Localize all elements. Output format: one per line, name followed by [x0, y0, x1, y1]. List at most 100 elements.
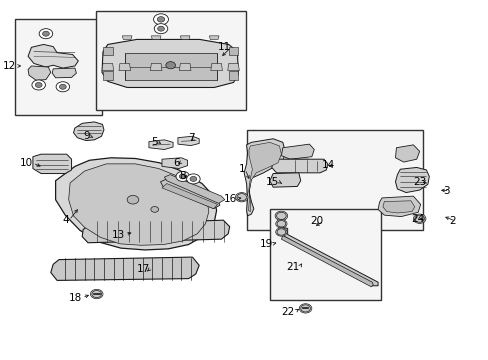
Bar: [96, 12, 245, 110]
Polygon shape: [103, 71, 112, 80]
Circle shape: [35, 82, 42, 87]
Polygon shape: [162, 158, 187, 168]
Text: 18: 18: [69, 293, 82, 303]
Circle shape: [150, 207, 158, 212]
Text: 10: 10: [20, 158, 33, 168]
Circle shape: [90, 289, 103, 299]
Text: 4: 4: [62, 215, 69, 225]
Polygon shape: [395, 145, 419, 162]
Circle shape: [157, 26, 164, 31]
Circle shape: [299, 304, 311, 313]
Polygon shape: [73, 122, 104, 140]
Polygon shape: [119, 63, 130, 71]
Polygon shape: [162, 184, 217, 209]
Bar: [269, 209, 380, 300]
Polygon shape: [103, 46, 112, 55]
Polygon shape: [244, 139, 285, 216]
Circle shape: [186, 174, 200, 184]
Polygon shape: [82, 220, 229, 243]
Circle shape: [92, 291, 102, 298]
Polygon shape: [68, 164, 208, 245]
Circle shape: [157, 17, 164, 22]
Circle shape: [179, 174, 186, 179]
Circle shape: [277, 221, 285, 227]
Polygon shape: [227, 63, 239, 71]
Text: 22: 22: [281, 307, 294, 316]
Circle shape: [414, 215, 424, 222]
Circle shape: [127, 195, 139, 204]
Polygon shape: [209, 36, 219, 40]
Text: 24: 24: [410, 215, 423, 224]
Polygon shape: [382, 201, 414, 213]
Circle shape: [190, 176, 196, 181]
Text: 14: 14: [321, 159, 334, 170]
Circle shape: [42, 31, 49, 36]
Text: 21: 21: [286, 262, 299, 272]
Text: 12: 12: [3, 61, 17, 71]
Polygon shape: [282, 227, 377, 286]
Polygon shape: [28, 66, 51, 80]
Circle shape: [235, 193, 247, 202]
Text: 1: 1: [238, 164, 244, 174]
Polygon shape: [102, 40, 238, 87]
Polygon shape: [124, 53, 216, 80]
Circle shape: [275, 211, 287, 221]
Text: 20: 20: [310, 216, 323, 226]
Polygon shape: [51, 257, 199, 280]
Polygon shape: [160, 178, 220, 209]
Circle shape: [276, 212, 285, 220]
Text: 19: 19: [259, 239, 272, 249]
Circle shape: [412, 214, 425, 224]
Circle shape: [56, 82, 69, 92]
Circle shape: [60, 84, 66, 89]
Polygon shape: [281, 235, 372, 287]
Polygon shape: [281, 159, 311, 170]
Text: 15: 15: [265, 177, 278, 187]
Text: 2: 2: [448, 216, 455, 226]
Circle shape: [277, 229, 285, 235]
Polygon shape: [178, 136, 199, 145]
Circle shape: [300, 305, 310, 312]
Text: 17: 17: [136, 264, 150, 274]
Polygon shape: [28, 44, 78, 68]
Text: 23: 23: [412, 177, 426, 187]
Polygon shape: [52, 68, 76, 78]
Polygon shape: [102, 63, 113, 71]
Polygon shape: [180, 36, 190, 40]
Polygon shape: [164, 175, 224, 203]
Polygon shape: [269, 173, 300, 187]
Polygon shape: [228, 71, 238, 80]
Polygon shape: [56, 158, 216, 250]
Polygon shape: [151, 36, 161, 40]
Polygon shape: [281, 144, 314, 159]
Bar: [246, 130, 422, 230]
Circle shape: [275, 228, 286, 236]
Polygon shape: [179, 63, 191, 71]
Text: 3: 3: [442, 186, 448, 196]
Circle shape: [32, 80, 45, 90]
Polygon shape: [210, 63, 222, 71]
Polygon shape: [228, 46, 238, 55]
Circle shape: [165, 62, 175, 69]
Circle shape: [154, 24, 167, 34]
Text: 13: 13: [112, 230, 125, 239]
Text: 16: 16: [223, 194, 236, 204]
Circle shape: [153, 14, 168, 25]
Polygon shape: [122, 36, 132, 40]
Text: 8: 8: [179, 171, 185, 181]
Polygon shape: [33, 154, 71, 174]
Polygon shape: [271, 159, 327, 173]
Polygon shape: [377, 196, 420, 217]
Text: 6: 6: [173, 158, 180, 168]
Polygon shape: [248, 142, 281, 212]
Polygon shape: [149, 140, 173, 149]
Circle shape: [39, 29, 53, 39]
Polygon shape: [395, 167, 428, 193]
Polygon shape: [150, 63, 162, 71]
Circle shape: [176, 171, 189, 181]
Text: 5: 5: [151, 137, 157, 147]
Bar: [16, 19, 102, 116]
Text: 9: 9: [83, 131, 90, 141]
Circle shape: [275, 220, 286, 228]
Circle shape: [236, 194, 246, 201]
